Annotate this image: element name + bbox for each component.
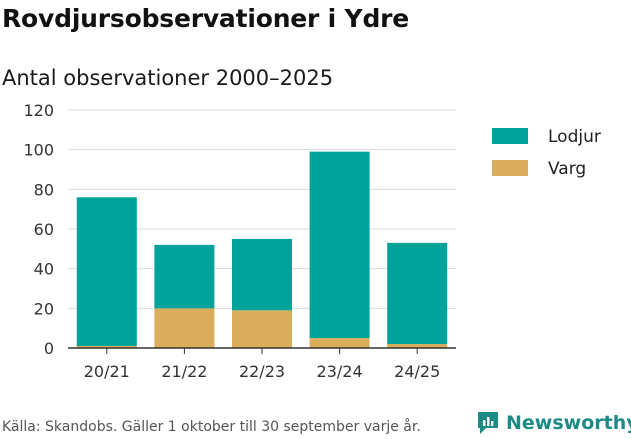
source-note: Källa: Skandobs. Gäller 1 oktober till 3… — [2, 419, 421, 435]
bar-lodjur — [309, 151, 370, 339]
bar-lodjur — [76, 197, 137, 347]
y-tick-label: 40 — [34, 260, 54, 279]
bar-varg — [154, 308, 215, 348]
bar-varg — [76, 346, 137, 348]
x-tick-label: 21/22 — [161, 362, 207, 381]
y-tick-label: 80 — [34, 180, 54, 199]
newsworthy-logo: Newsworthy — [476, 409, 631, 437]
legend-swatch-varg — [492, 160, 528, 176]
y-tick-label: 100 — [23, 141, 54, 160]
bar-varg — [309, 338, 370, 348]
y-tick-label: 20 — [34, 299, 54, 318]
y-tick-label: 60 — [34, 220, 54, 239]
y-tick-label: 0 — [44, 339, 54, 358]
legend-label-varg: Varg — [548, 159, 586, 179]
legend-swatch-lodjur — [492, 128, 528, 144]
x-tick-label: 24/25 — [394, 362, 440, 381]
bar-lodjur — [154, 244, 215, 309]
bar-lodjur — [387, 242, 448, 345]
newsworthy-logo-icon — [478, 412, 498, 434]
x-tick-label: 22/23 — [239, 362, 285, 381]
y-tick-label: 120 — [23, 101, 54, 120]
chart-subtitle: Antal observationer 2000–2025 — [2, 66, 334, 90]
bar-lodjur — [232, 238, 292, 311]
bar-varg — [232, 310, 292, 348]
stacked-bar-chart: 0 20 40 60 80 100 120 20/21 21/22 22/23 23/24 24/25… — [23, 101, 601, 381]
brand-name: Newsworthy — [506, 412, 631, 434]
legend-label-lodjur: Lodjur — [548, 127, 601, 147]
bar-varg — [387, 344, 448, 348]
x-tick-label: 20/21 — [84, 362, 130, 381]
chart-title: Rovdjursobservationer i Ydre — [2, 4, 410, 33]
x-tick-label: 23/24 — [317, 362, 363, 381]
